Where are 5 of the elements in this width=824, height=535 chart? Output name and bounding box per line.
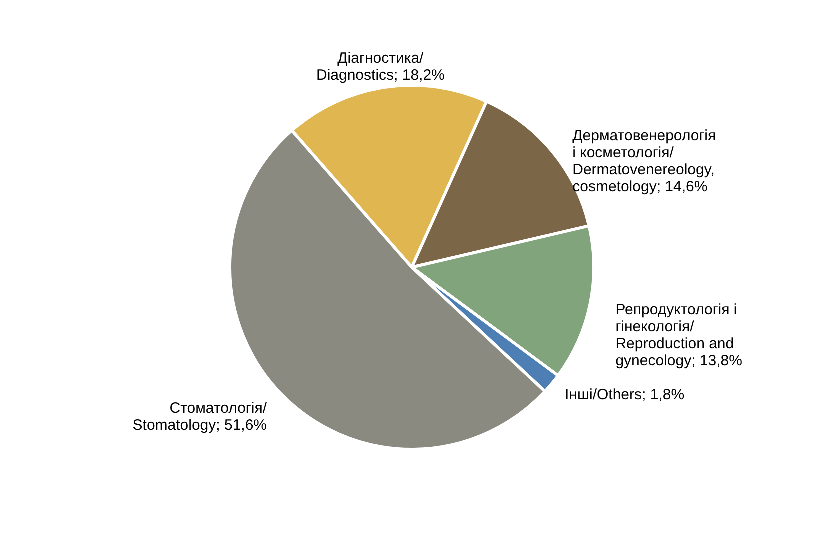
slice-label: Репродуктологія і гінекологія/ Reproduction and gynecology; 13,8% <box>616 302 742 370</box>
slice-label: Дерматовенерологія і косметологія/ Dermatovenereology,cosmetology; 14,6% <box>572 127 716 196</box>
slice-label: Діагностика/ Diagnostics; 18,2% <box>316 50 445 84</box>
slice-label: Стоматологія/ Stomatology; 51,6% <box>132 400 268 434</box>
slice-label: Інші/Others; 1,8% <box>565 386 685 404</box>
